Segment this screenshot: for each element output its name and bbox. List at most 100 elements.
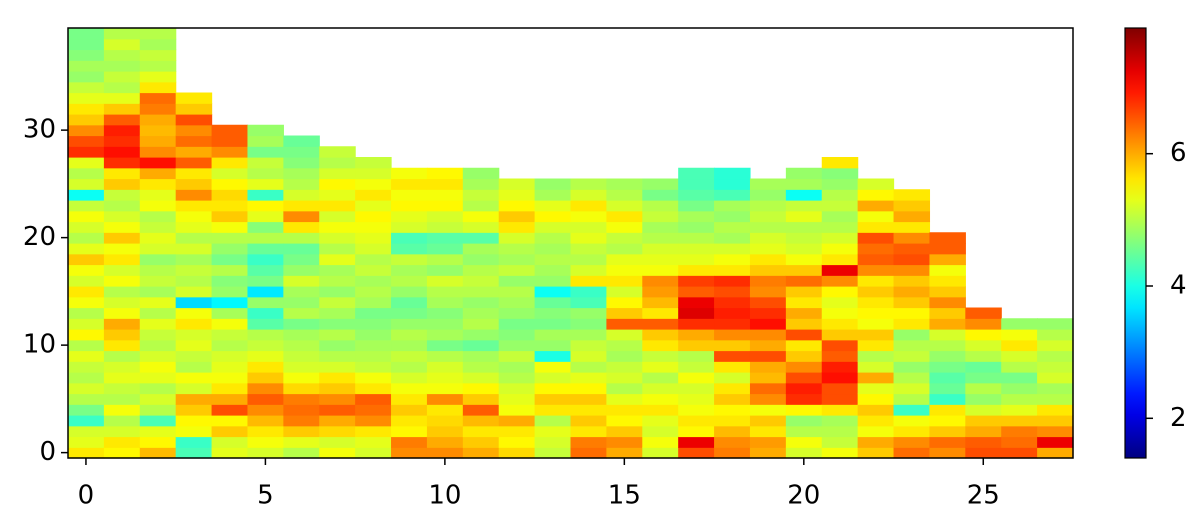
heat-cell bbox=[247, 264, 284, 276]
heat-cell bbox=[283, 157, 320, 169]
heat-cell bbox=[391, 425, 428, 438]
heat-cell bbox=[462, 393, 500, 405]
heat-cell bbox=[462, 210, 500, 223]
heat-cell bbox=[785, 372, 823, 384]
heat-cell bbox=[534, 200, 572, 212]
heat-cell bbox=[642, 415, 679, 427]
heat-cell bbox=[570, 221, 607, 233]
heat-cell bbox=[68, 243, 105, 255]
heat-cell bbox=[247, 275, 284, 287]
heat-cell bbox=[139, 210, 177, 223]
heat-cell bbox=[355, 307, 392, 319]
heat-cell bbox=[391, 415, 428, 427]
heat-cell bbox=[857, 382, 895, 395]
heat-cell bbox=[211, 404, 249, 416]
heat-cell bbox=[68, 382, 105, 395]
heat-cell bbox=[391, 275, 428, 287]
heat-cell bbox=[606, 221, 643, 233]
heat-cell bbox=[462, 200, 500, 212]
heat-cell bbox=[1037, 436, 1074, 448]
heat-cell bbox=[139, 382, 177, 395]
heat-cell bbox=[355, 167, 392, 180]
heat-cell bbox=[211, 200, 249, 212]
heat-cell bbox=[534, 436, 572, 448]
heat-cell bbox=[893, 404, 931, 416]
heat-cell bbox=[498, 318, 536, 330]
heat-cell bbox=[103, 28, 141, 40]
heat-cell bbox=[175, 404, 213, 416]
heat-cell bbox=[247, 286, 284, 298]
heat-cell bbox=[929, 350, 966, 362]
heat-cell bbox=[175, 296, 213, 309]
heat-cell bbox=[929, 447, 966, 459]
heat-cell bbox=[211, 157, 249, 169]
heat-cell bbox=[175, 157, 213, 169]
heat-cell bbox=[319, 178, 356, 190]
heat-cell bbox=[714, 318, 751, 330]
heat-cell bbox=[103, 350, 141, 362]
heat-cell bbox=[857, 264, 895, 276]
heat-cell bbox=[426, 436, 464, 448]
heat-cell bbox=[606, 264, 643, 276]
heat-cell bbox=[355, 296, 392, 309]
heat-cell bbox=[283, 253, 320, 266]
heat-cell bbox=[355, 447, 392, 459]
heat-cell bbox=[965, 393, 1002, 405]
heat-cell bbox=[498, 210, 536, 223]
heat-cell bbox=[642, 253, 679, 266]
heat-cell bbox=[68, 361, 105, 373]
x-tick-label: 5 bbox=[257, 481, 274, 511]
heat-cell bbox=[391, 232, 428, 244]
heat-cell bbox=[355, 243, 392, 255]
colorbar-tick-label: 6 bbox=[1170, 138, 1187, 168]
heat-cell bbox=[642, 425, 679, 438]
heat-cell bbox=[175, 103, 213, 115]
heat-cell bbox=[749, 296, 787, 309]
heat-cell bbox=[965, 404, 1002, 416]
heat-cell bbox=[570, 275, 607, 287]
heat-cell bbox=[714, 189, 751, 201]
heat-cell bbox=[785, 339, 823, 352]
heat-cell bbox=[498, 404, 536, 416]
heat-cell bbox=[247, 135, 284, 147]
heat-cell bbox=[139, 157, 177, 169]
heat-cell bbox=[391, 167, 428, 180]
heat-cell bbox=[319, 232, 356, 244]
heat-cell bbox=[68, 264, 105, 276]
heat-cell bbox=[498, 200, 536, 212]
heat-cell bbox=[534, 296, 572, 309]
heat-cell bbox=[570, 339, 607, 352]
heat-cell bbox=[893, 221, 931, 233]
heat-cell bbox=[175, 167, 213, 180]
heat-cell bbox=[1001, 447, 1038, 459]
heat-cell bbox=[642, 393, 679, 405]
heat-cell bbox=[714, 361, 751, 373]
heat-cell bbox=[785, 393, 823, 405]
heat-cell bbox=[570, 178, 607, 190]
heat-cell bbox=[606, 318, 643, 330]
heat-cell bbox=[821, 415, 859, 427]
heat-cell bbox=[426, 221, 464, 233]
heat-cell bbox=[714, 286, 751, 298]
heat-cell bbox=[211, 264, 249, 276]
heat-cell bbox=[175, 221, 213, 233]
heat-cell bbox=[283, 307, 320, 319]
heat-cell bbox=[642, 382, 679, 395]
heat-cell bbox=[749, 425, 787, 438]
heat-cell bbox=[570, 415, 607, 427]
heat-cell bbox=[857, 232, 895, 244]
heat-cell bbox=[642, 436, 679, 448]
heat-cell bbox=[570, 350, 607, 362]
heat-cell bbox=[785, 307, 823, 319]
heat-cell bbox=[247, 221, 284, 233]
heat-cell bbox=[103, 339, 141, 352]
heat-cell bbox=[175, 425, 213, 438]
heat-cell bbox=[283, 382, 320, 395]
heat-cell bbox=[319, 200, 356, 212]
heat-cell bbox=[1037, 447, 1074, 459]
heat-cell bbox=[211, 415, 249, 427]
heat-cell bbox=[319, 425, 356, 438]
heat-cell bbox=[570, 436, 607, 448]
heat-cell bbox=[355, 404, 392, 416]
heat-cell bbox=[247, 253, 284, 266]
